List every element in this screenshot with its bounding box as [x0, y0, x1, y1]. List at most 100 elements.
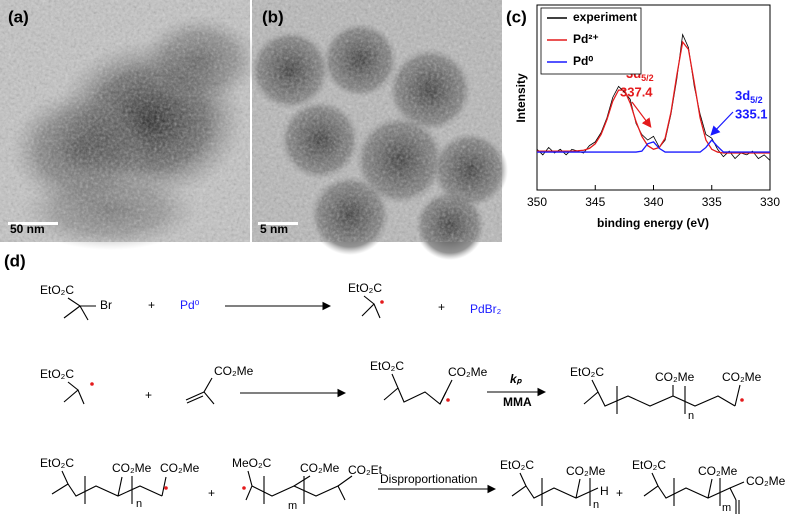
group: CO₂Me — [566, 464, 606, 478]
annotation-value: 335.1 — [735, 106, 768, 121]
bond — [67, 483, 163, 497]
scale-label: 5 nm — [260, 222, 288, 236]
group: EtO₂C — [632, 458, 666, 472]
bond — [161, 476, 167, 497]
bond — [707, 478, 713, 499]
radical — [446, 398, 450, 402]
annotation-text: 3d — [735, 88, 750, 103]
atom: H — [600, 484, 609, 498]
plus: + — [616, 486, 623, 500]
product: PdBr₂ — [470, 302, 502, 316]
group: EtO₂C — [370, 359, 404, 373]
radical — [380, 300, 384, 304]
bond — [383, 373, 399, 401]
bond — [583, 379, 599, 405]
bond — [643, 472, 659, 497]
radical — [740, 398, 744, 402]
repeat-index: m — [722, 502, 731, 514]
bond — [117, 476, 123, 497]
monomer: MMA — [503, 395, 532, 409]
bond — [511, 472, 527, 497]
annotation-sub: 5/2 — [750, 95, 763, 105]
bond — [361, 295, 375, 317]
group: CO₂Me — [112, 461, 152, 475]
bond — [51, 470, 69, 495]
panel-label: (c) — [506, 7, 527, 26]
bond — [525, 485, 599, 499]
legend-label: experiment — [573, 10, 637, 24]
x-tick-label: 345 — [585, 195, 605, 209]
group: CO₂Me — [722, 370, 762, 384]
group: CO₂Me — [448, 365, 488, 379]
x-tick-label: 350 — [527, 195, 547, 209]
radical — [164, 486, 168, 490]
group: EtO₂C — [40, 456, 74, 470]
panel-label: (b) — [262, 7, 284, 26]
y-axis-label: Intensity — [514, 73, 528, 123]
panel-label: (a) — [8, 7, 29, 26]
atom: Br — [100, 298, 112, 312]
annotation-value: 337.4 — [620, 84, 653, 99]
tem-image-b: (b) 5 nm — [250, 0, 508, 260]
scale-label: 50 nm — [10, 222, 45, 236]
group: CO₂Me — [746, 474, 786, 488]
reaction-scheme: (d) EtO₂C Br + Pd⁰ EtO₂C + PdBr₂ EtO₂C +… — [4, 251, 786, 514]
annotation-arrow — [710, 111, 734, 136]
bond — [337, 475, 353, 487]
series-line — [537, 40, 770, 154]
repeat-index: n — [688, 410, 694, 422]
bond — [77, 389, 85, 405]
bond — [79, 305, 89, 321]
annotation-arrow — [631, 101, 652, 128]
legend-box — [540, 7, 642, 75]
group: EtO₂C — [500, 458, 534, 472]
condition: Disproportionation — [380, 472, 477, 486]
bond — [203, 377, 215, 405]
bond — [575, 478, 581, 499]
bond — [185, 391, 205, 401]
series-line — [537, 139, 770, 153]
x-tick-label: 335 — [702, 195, 722, 209]
scale-bar — [8, 222, 58, 225]
bond — [63, 305, 81, 319]
bond — [293, 475, 311, 487]
scale-bar — [258, 222, 298, 225]
group: CO₂Me — [698, 464, 738, 478]
bond — [439, 379, 453, 405]
group: EtO₂C — [40, 367, 74, 381]
bond — [186, 395, 204, 404]
group: EtO₂C — [348, 281, 382, 295]
annotation: 3d5/2 — [735, 88, 763, 105]
xps-chart: (c) Intensity binding energy (eV) 3d5/2 … — [506, 4, 780, 230]
bond — [63, 381, 79, 403]
group: CO₂Me — [300, 461, 340, 475]
plus: + — [438, 300, 445, 314]
bond — [597, 391, 736, 407]
legend-label: Pd²⁺ — [573, 32, 599, 46]
group: CO₂Me — [655, 370, 695, 384]
plus: + — [148, 298, 155, 312]
group: CO₂Me — [160, 461, 200, 475]
panel-label: (d) — [4, 251, 26, 270]
radical — [90, 382, 94, 386]
reagent: Pd⁰ — [180, 298, 200, 312]
rate-constant: kₚ — [510, 372, 523, 386]
bond — [373, 303, 381, 319]
x-axis-label: binding energy (eV) — [597, 216, 709, 230]
group: EtO₂C — [570, 365, 604, 379]
annotation-sub: 5/2 — [641, 73, 654, 83]
legend-label: Pd⁰ — [573, 54, 593, 68]
repeat-index: n — [593, 499, 599, 511]
bond — [729, 481, 745, 489]
repeat-index: n — [136, 498, 142, 510]
bond — [67, 297, 96, 307]
bond — [251, 485, 346, 501]
repeat-index: m — [288, 500, 297, 512]
x-tick-label: 330 — [760, 195, 780, 209]
radical — [242, 486, 246, 490]
bond — [397, 387, 447, 405]
bond — [245, 470, 253, 501]
group: MeO₂C — [232, 456, 272, 470]
plus: + — [208, 486, 215, 500]
